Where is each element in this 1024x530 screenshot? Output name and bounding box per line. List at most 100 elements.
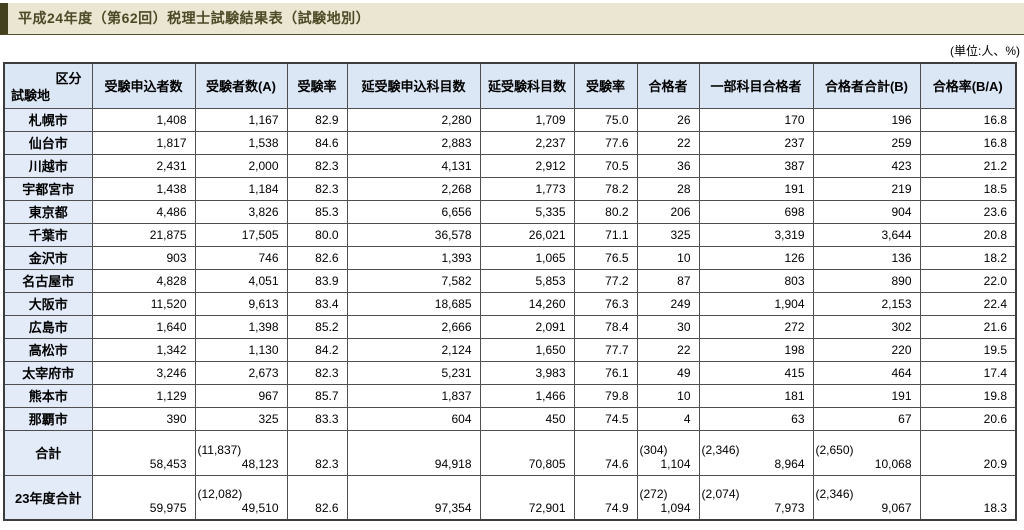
cell-paren-value: (2,346) [701,442,740,457]
row-label: 川越市 [3,153,93,178]
column-header: 受験者数(A) [194,62,288,109]
table-cell: 196 [812,107,921,132]
table-cell: 74.9 [573,474,638,521]
table-row: 太宰府市 3,246 2,673 82.3 5,231 3,983 76.1 49 415 464… [3,360,1017,385]
table-cell: 325 [636,222,700,247]
column-header: 受験率 [286,62,348,109]
table-cell: 2,237 [479,130,575,155]
table-cell: 72,901 [479,474,575,521]
table-cell: 890 [812,268,921,293]
row-label: 金沢市 [3,245,93,270]
table-cell: 5,853 [479,268,575,293]
table-cell: 1,466 [479,383,575,408]
table-cell: 82.6 [286,474,348,521]
table-cell: 22 [636,337,700,362]
table-cell: 94,918 [346,429,481,476]
table-cell: 22.4 [919,291,1017,316]
table-cell: 82.3 [286,176,348,201]
table-cell: 30 [636,314,700,339]
row-label: 熊本市 [3,383,93,408]
units-note: (単位:人、%) [950,44,1020,58]
table-cell: 1,538 [194,130,288,155]
table-cell: 746 [194,245,288,270]
table-cell: 82.3 [286,429,348,476]
table-cell: 272 [698,314,814,339]
row-label: 仙台市 [3,130,93,155]
table-cell: 23.6 [919,199,1017,224]
table-cell: 198 [698,337,814,362]
cell-value: 10,068 [874,456,912,471]
table-cell: 21.2 [919,153,1017,178]
table-cell: 10 [636,245,700,270]
table-cell: 259 [812,130,921,155]
table-cell: 26,021 [479,222,575,247]
table-cell: 1,398 [194,314,288,339]
table-cell: 1,650 [479,337,575,362]
table-cell: 903 [91,245,196,270]
cell-value: 49,510 [241,501,279,515]
table-cell: 5,231 [346,360,481,385]
table-cell: 604 [346,406,481,431]
table-cell: 170 [698,107,814,132]
table-cell: 82.9 [286,107,348,132]
table-cell: 80.2 [573,199,638,224]
table-cell: 191 [698,176,814,201]
table-cell: 206 [636,199,700,224]
table-cell: 2,280 [346,107,481,132]
cell-value: 8,964 [774,456,805,471]
table-cell: 1,837 [346,383,481,408]
table-cell: 6,656 [346,199,481,224]
column-header: 延受験申込科目数 [346,62,481,109]
table-cell: 325 [194,406,288,431]
table-cell: 87 [636,268,700,293]
table-cell: 17.4 [919,360,1017,385]
total-row: 23年度合計 59,975 (12,082) 49,510 82.6 97,354 72,9… [3,474,1017,521]
table-cell: 9,613 [194,291,288,316]
header-row: 区分 試験地 受験申込者数 受験者数(A) 受験率 延受験申込科目数 延受験科目… [3,62,1017,109]
table-cell: 4 [636,406,700,431]
table-cell: 126 [698,245,814,270]
row-label: 合計 [3,429,93,476]
row-label: 千葉市 [3,222,93,247]
table-cell: 1,709 [479,107,575,132]
table-cell: 219 [812,176,921,201]
table-cell: 85.3 [286,199,348,224]
table-cell: 1,408 [91,107,196,132]
table-cell: 70.5 [573,153,638,178]
table-cell: 20.6 [919,406,1017,431]
column-header: 延受験科目数 [479,62,575,109]
page-title: 平成24年度（第62回）税理士試験結果表（試験地別） [0,3,1024,35]
cell-paren-value: (2,074) [701,487,740,501]
table-cell: 10 [636,383,700,408]
row-label: 広島市 [3,314,93,339]
table-cell: 82.3 [286,153,348,178]
table-cell: 1,065 [479,245,575,270]
table-cell: 22 [636,130,700,155]
table-cell: 21.6 [919,314,1017,339]
corner-label-kubun: 区分 [55,71,82,86]
table-cell: 302 [812,314,921,339]
table-cell: 18,685 [346,291,481,316]
table-cell: 76.5 [573,245,638,270]
table-cell: 36,578 [346,222,481,247]
table-cell: 3,246 [91,360,196,385]
table-row: 高松市 1,342 1,130 84.2 2,124 1,650 77.7 22 198 220 1… [3,337,1017,362]
table-cell: 80.0 [286,222,348,247]
cell-paren-value: (272) [639,487,668,501]
table-cell: 14,260 [479,291,575,316]
cell-value: 7,973 [774,501,805,515]
table-cell: 77.2 [573,268,638,293]
table-cell: 19.5 [919,337,1017,362]
table-row: 東京都 4,486 3,826 85.3 6,656 5,335 80.2 206 698 904… [3,199,1017,224]
table-cell: 59,975 [91,474,196,521]
table-cell: 4,131 [346,153,481,178]
table-cell: 1,640 [91,314,196,339]
table-cell: 74.5 [573,406,638,431]
table-cell: 4,051 [194,268,288,293]
table-cell: 1,167 [194,107,288,132]
table-cell: (304) 1,104 [636,429,700,476]
table-cell: 20.8 [919,222,1017,247]
table-cell: 237 [698,130,814,155]
table-row: 千葉市 21,875 17,505 80.0 36,578 26,021 71.1 325 3,… [3,222,1017,247]
table-cell: 2,000 [194,153,288,178]
